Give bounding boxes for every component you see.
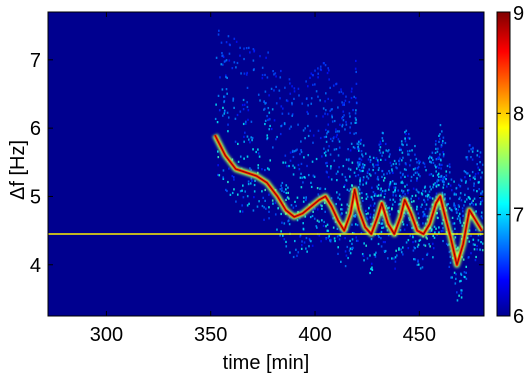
plot-area <box>48 12 484 316</box>
colorbar <box>496 11 511 317</box>
y-axis-ticks: 4 5 6 7 <box>30 50 484 277</box>
colorbar-tick-label: 6 <box>513 306 524 328</box>
y-axis-label: Δf [Hz] <box>7 140 29 200</box>
colorbar-tick-label: 7 <box>513 205 524 227</box>
x-axis-label: time [min] <box>223 352 310 374</box>
colorbar-ticks: 6 7 8 9 <box>497 3 524 328</box>
y-tick-label: 5 <box>30 186 41 208</box>
plot-frame <box>47 11 485 317</box>
x-axis-ticks: 300 350 400 450 <box>90 12 436 346</box>
drifting-frequency-ridge <box>212 133 484 268</box>
colorbar-tick-label: 9 <box>513 3 524 25</box>
y-tick-label: 7 <box>30 50 41 72</box>
x-tick-label: 300 <box>90 324 123 346</box>
colorbar-tick-label: 8 <box>513 103 524 125</box>
y-tick-label: 4 <box>30 255 41 277</box>
y-tick-label: 6 <box>30 118 41 140</box>
x-tick-label: 450 <box>403 324 436 346</box>
x-tick-label: 350 <box>194 324 227 346</box>
x-tick-label: 400 <box>298 324 331 346</box>
